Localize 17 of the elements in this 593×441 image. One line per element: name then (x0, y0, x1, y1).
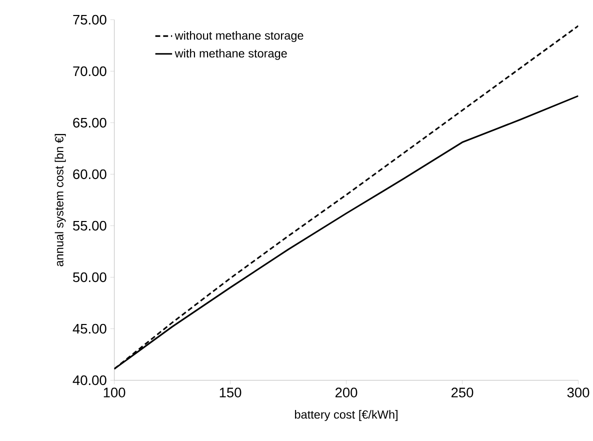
x-axis-title: battery cost [€/kWh] (294, 410, 398, 421)
legend-label: without methane storage (174, 30, 304, 42)
y-tick-label: 45.00 (72, 324, 106, 334)
legend-label: with methane storage (174, 48, 287, 60)
x-tick-label: 150 (220, 387, 242, 398)
y-tick-label: 40.00 (72, 375, 106, 385)
x-tick-label: 250 (452, 387, 474, 398)
y-tick-label: 75.00 (73, 14, 106, 24)
y-tick-label: 55.00 (73, 220, 106, 230)
y-tick-label: 65.00 (73, 118, 106, 128)
y-tick-label: 70.00 (73, 66, 106, 76)
y-tick-label: 50.00 (73, 272, 106, 282)
x-tick-label: 100 (104, 387, 126, 398)
y-axis-title: annual system cost [bn €] (54, 134, 66, 266)
x-tick-label: 200 (336, 387, 358, 398)
y-tick-label: 60.00 (73, 169, 106, 179)
x-tick-label: 300 (567, 387, 590, 398)
